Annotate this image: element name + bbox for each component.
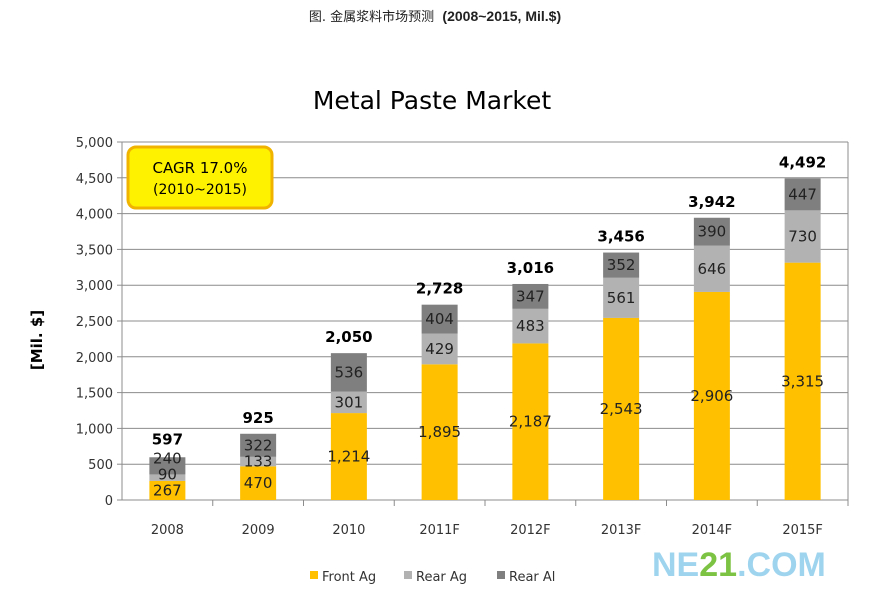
x-tick-label: 2008	[151, 523, 184, 538]
cagr-value: CAGR 17.0%	[153, 159, 248, 177]
legend: Front Ag Rear Ag Rear Al	[310, 570, 555, 585]
data-label: 240	[153, 449, 182, 467]
y-tick-label: 4,000	[76, 208, 113, 223]
bar-rear-ag	[149, 474, 186, 481]
y-tick-label: 5,000	[76, 136, 113, 151]
data-label: 90	[158, 465, 177, 483]
bar-rear-ag	[693, 245, 730, 292]
y-tick-label: 1,500	[76, 387, 113, 402]
total-label: 4,492	[779, 153, 826, 171]
bar-rear-al	[512, 283, 549, 309]
legend-swatch	[497, 571, 505, 579]
bar-front-ag	[693, 291, 730, 500]
data-label: 483	[516, 317, 545, 335]
legend-label: Front Ag	[322, 570, 376, 585]
y-tick-label: 3,000	[76, 279, 113, 294]
data-label: 2,906	[690, 387, 733, 405]
bar-front-ag	[240, 466, 277, 500]
caption-cn: 图. 金属浆料市场预测	[308, 10, 435, 25]
bar-front-ag	[784, 262, 821, 500]
total-label: 3,016	[507, 259, 554, 277]
total-label: 2,050	[325, 328, 372, 346]
data-label: 536	[335, 363, 364, 381]
bar-rear-al	[240, 433, 277, 457]
bar-rear-ag	[603, 277, 640, 318]
x-tick-label: 2012F	[510, 523, 551, 538]
bar-rear-ag	[421, 333, 458, 365]
data-label: 3,315	[781, 372, 824, 390]
total-label: 597	[152, 430, 183, 448]
legend-swatch	[404, 571, 412, 579]
data-label: 429	[425, 340, 454, 358]
data-label: 267	[153, 481, 182, 499]
data-label: 133	[244, 453, 273, 471]
data-label: 2,543	[600, 400, 643, 418]
bar-rear-ag	[330, 391, 367, 414]
bar-front-ag	[421, 364, 458, 500]
y-tick-label: 500	[88, 458, 113, 473]
legend-swatch	[310, 571, 318, 579]
bar-front-ag	[603, 317, 640, 500]
legend-label: Rear Al	[509, 570, 555, 585]
data-label: 561	[607, 289, 636, 307]
cagr-annotation: CAGR 17.0% (2010~2015)	[126, 145, 274, 210]
data-label: 404	[425, 310, 454, 328]
data-label: 1,214	[327, 448, 370, 466]
bar-rear-al	[421, 304, 458, 334]
y-tick-label: 2,000	[76, 351, 113, 366]
total-label: 2,728	[416, 280, 463, 298]
total-label: 925	[242, 409, 273, 427]
x-tick-label: 2014F	[692, 523, 733, 538]
grid-and-axes: 0 500 1,000 1,500 2,000 2,500 3,000 3,500 4,000 4…	[76, 136, 849, 538]
bar-rear-al	[149, 457, 186, 475]
data-label: 301	[335, 393, 364, 411]
caption-unit: (2008~2015, Mil.$)	[442, 8, 562, 24]
bar-rear-ag	[512, 308, 549, 344]
data-label: 447	[788, 185, 817, 203]
x-tick-label: 2013F	[601, 523, 642, 538]
x-tick-label: 2010	[332, 523, 365, 538]
bar-rear-al	[603, 252, 640, 278]
data-label: 646	[698, 260, 727, 278]
y-tick-label: 3,500	[76, 243, 113, 258]
y-tick-label: 1,000	[76, 422, 113, 437]
data-label: 322	[244, 436, 273, 454]
y-tick-label: 4,500	[76, 172, 113, 187]
data-label: 1,895	[418, 423, 461, 441]
bar-rear-al	[693, 217, 730, 246]
chart-title: Metal Paste Market	[313, 86, 552, 115]
total-label: 3,942	[688, 193, 735, 211]
bar-front-ag	[512, 343, 549, 500]
legend-label: Rear Ag	[416, 570, 467, 585]
y-tick-label: 2,500	[76, 315, 113, 330]
data-label: 730	[788, 228, 817, 246]
y-tick-label: 0	[105, 494, 113, 509]
bar-rear-ag	[240, 456, 277, 467]
bar-front-ag	[149, 480, 186, 500]
cagr-period: (2010~2015)	[153, 182, 247, 198]
bar-rear-al	[784, 178, 821, 211]
bar-rear-ag	[784, 210, 821, 263]
total-label: 3,456	[597, 228, 644, 246]
x-tick-label: 2009	[242, 523, 275, 538]
bar-front-ag	[330, 413, 367, 500]
data-label: 470	[244, 474, 273, 492]
x-tick-label: 2011F	[419, 523, 460, 538]
y-axis-label: [Mil. $]	[28, 310, 46, 370]
cagr-box	[126, 145, 274, 210]
data-label: 347	[516, 287, 545, 305]
x-tick-label: 2015F	[782, 523, 823, 538]
figure-caption: 图. 金属浆料市场预测 (2008~2015, Mil.$)	[0, 6, 870, 25]
data-label: 390	[698, 223, 727, 241]
data-label: 2,187	[509, 413, 552, 431]
watermark-logo: NE21.COM	[652, 546, 826, 584]
bar-rear-al	[330, 353, 367, 392]
data-label: 352	[607, 256, 636, 274]
